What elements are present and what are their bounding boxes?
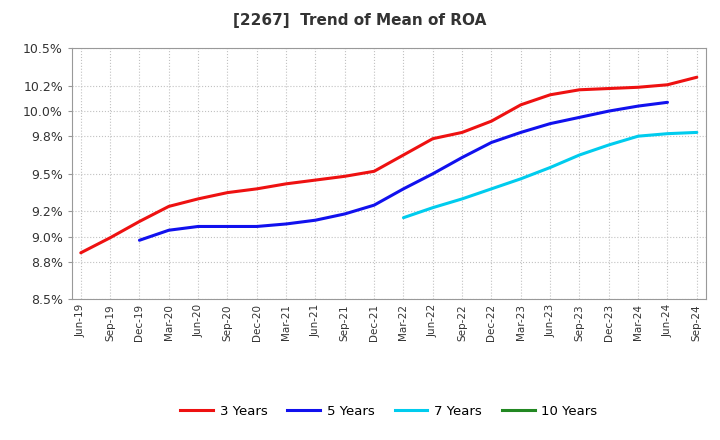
3 Years (428, 136, 437, 141)
5 Years (311, 217, 320, 223)
7 Years (605, 142, 613, 147)
5 Years (663, 100, 672, 105)
Line: 7 Years: 7 Years (403, 132, 697, 218)
3 Years (605, 86, 613, 91)
Text: [2267]  Trend of Mean of ROA: [2267] Trend of Mean of ROA (233, 13, 487, 28)
3 Years (282, 181, 290, 187)
7 Years (693, 130, 701, 135)
3 Years (106, 235, 114, 240)
3 Years (253, 186, 261, 191)
7 Years (487, 186, 496, 191)
3 Years (311, 177, 320, 183)
7 Years (516, 176, 525, 181)
3 Years (546, 92, 554, 97)
3 Years (399, 152, 408, 158)
3 Years (370, 169, 379, 174)
7 Years (575, 152, 584, 158)
5 Years (164, 227, 173, 233)
5 Years (634, 103, 642, 109)
3 Years (516, 102, 525, 107)
5 Years (428, 171, 437, 176)
3 Years (575, 87, 584, 92)
7 Years (428, 205, 437, 210)
5 Years (282, 221, 290, 227)
5 Years (487, 140, 496, 145)
5 Years (516, 130, 525, 135)
3 Years (194, 196, 202, 202)
Line: 3 Years: 3 Years (81, 77, 697, 253)
5 Years (135, 238, 144, 243)
7 Years (546, 165, 554, 170)
7 Years (458, 196, 467, 202)
3 Years (693, 75, 701, 80)
5 Years (341, 211, 349, 216)
5 Years (253, 224, 261, 229)
3 Years (487, 118, 496, 124)
3 Years (458, 130, 467, 135)
3 Years (663, 82, 672, 88)
7 Years (634, 133, 642, 139)
5 Years (575, 115, 584, 120)
3 Years (341, 174, 349, 179)
3 Years (164, 204, 173, 209)
5 Years (370, 202, 379, 208)
5 Years (546, 121, 554, 126)
3 Years (634, 84, 642, 90)
Legend: 3 Years, 5 Years, 7 Years, 10 Years: 3 Years, 5 Years, 7 Years, 10 Years (175, 400, 603, 423)
3 Years (135, 219, 144, 224)
5 Years (399, 186, 408, 191)
Line: 5 Years: 5 Years (140, 103, 667, 240)
5 Years (223, 224, 232, 229)
5 Years (458, 155, 467, 160)
7 Years (663, 131, 672, 136)
3 Years (223, 190, 232, 195)
3 Years (76, 250, 85, 256)
5 Years (605, 108, 613, 114)
5 Years (194, 224, 202, 229)
7 Years (399, 215, 408, 220)
